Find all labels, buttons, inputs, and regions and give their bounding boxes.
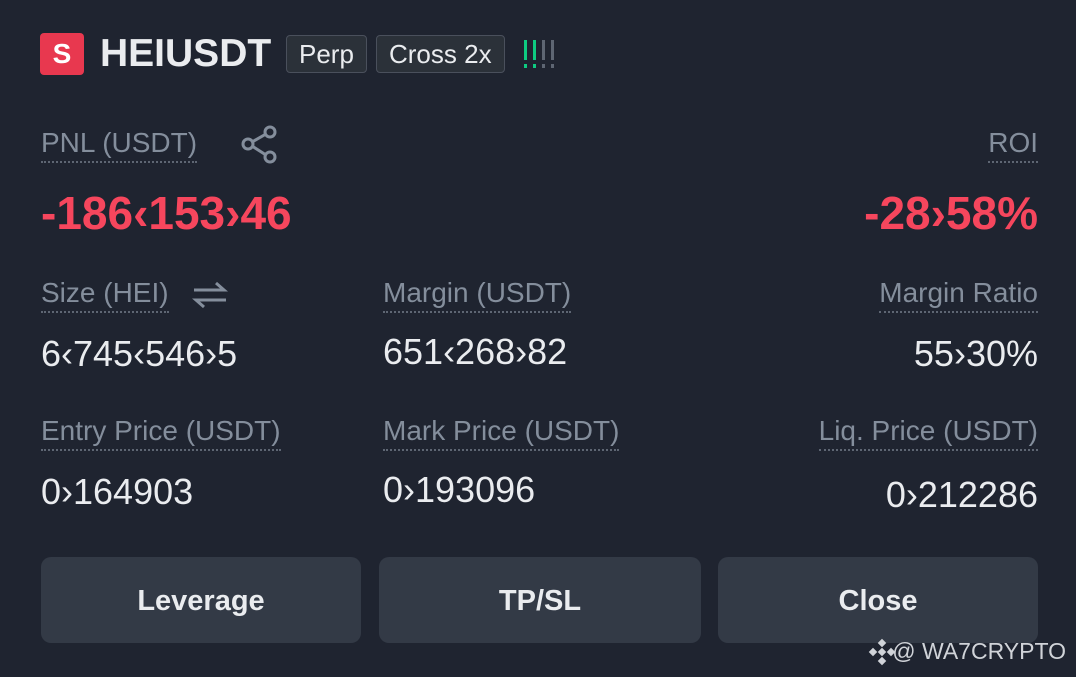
field-label: Margin (USDT) [383,277,572,313]
tpsl-button[interactable]: TP/SL [379,557,701,643]
field-value: 6‹745‹546›5 [41,333,238,374]
symbol: HEIUSDT [100,32,272,75]
field-label: Size (HEI) [41,277,169,313]
field-value: 55›30% [913,333,1038,374]
signal-icon [524,40,554,68]
field-label: Mark Price (USDT) [383,415,620,451]
field-value: 0›193096 [383,469,536,510]
roi-value: -28›58% [864,187,1038,239]
field-value: 0›212286 [885,474,1038,515]
swap-icon[interactable] [192,280,228,310]
share-icon[interactable] [240,125,280,165]
symbol-badge: S [40,33,84,75]
field-label: Entry Price (USDT) [41,415,281,451]
field-label: Liq. Price (USDT) [818,415,1038,451]
pnl-label: PNL (USDT) [41,127,198,163]
watermark-logo [868,638,896,666]
watermark: @ WA7CRYPTO [892,638,1066,664]
roi-label: ROI [988,127,1038,163]
tag: Perp [286,35,367,73]
field-value: 651‹268›82 [383,331,568,372]
field-label: Margin Ratio [879,277,1038,313]
leverage-button[interactable]: Leverage [41,557,361,643]
close-button[interactable]: Close [718,557,1038,643]
tag: Cross 2x [376,35,505,73]
field-value: 0›164903 [41,471,194,512]
pnl-value: -186‹153›46 [41,187,292,239]
